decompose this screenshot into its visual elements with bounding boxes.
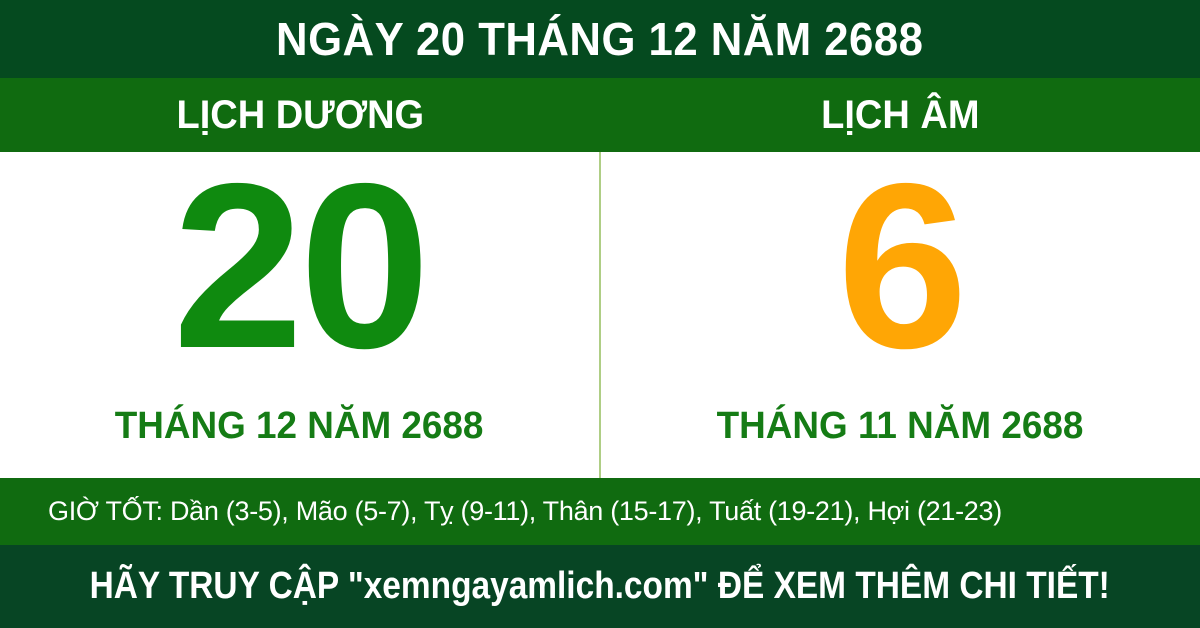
solar-day-number: 20 [172, 134, 430, 397]
solar-calendar-column: 20 THÁNG 12 NĂM 2688 [0, 134, 599, 478]
good-hours-bar: GIỜ TỐT: Dần (3-5), Mão (5-7), Tỵ (9-11)… [0, 478, 1200, 545]
footer-banner: HÃY TRUY CẬP "xemngayamlich.com" ĐỂ XEM … [0, 545, 1200, 628]
solar-calendar-header: LỊCH DƯƠNG [0, 78, 600, 152]
footer-text: HÃY TRUY CẬP "xemngayamlich.com" ĐỂ XEM … [89, 565, 1111, 607]
lunar-calendar-column: 6 THÁNG 11 NĂM 2688 [599, 134, 1200, 478]
lunar-day-number: 6 [837, 134, 968, 397]
date-title: NGÀY 20 THÁNG 12 NĂM 2688 [276, 13, 924, 65]
solar-month-year: THÁNG 12 NĂM 2688 [115, 405, 484, 447]
date-title-banner: NGÀY 20 THÁNG 12 NĂM 2688 [0, 0, 1200, 78]
lunar-calendar-header: LỊCH ÂM [600, 78, 1200, 152]
calendar-body: 20 THÁNG 12 NĂM 2688 6 THÁNG 11 NĂM 2688 [0, 134, 1200, 478]
good-hours-text: GIỜ TỐT: Dần (3-5), Mão (5-7), Tỵ (9-11)… [48, 496, 1002, 526]
lunar-month-year: THÁNG 11 NĂM 2688 [717, 405, 1084, 447]
calendar-headers: LỊCH DƯƠNG LỊCH ÂM [0, 78, 1200, 152]
solar-calendar-label: LỊCH DƯƠNG [176, 92, 424, 137]
lunar-calendar-label: LỊCH ÂM [820, 92, 980, 137]
